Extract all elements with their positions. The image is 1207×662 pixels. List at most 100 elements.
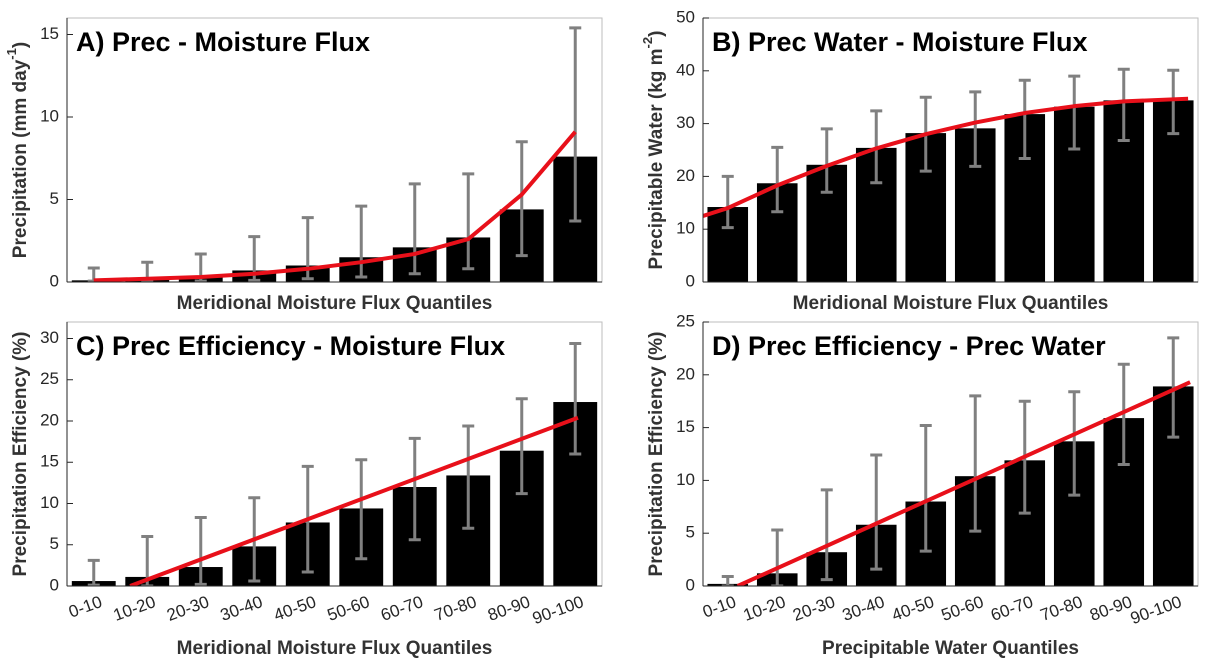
y-tick-label: 25 — [676, 311, 695, 330]
error-bar — [1167, 336, 1180, 439]
y-axis-label-part: Precipitation Efficiency (%) — [10, 332, 31, 577]
x-axis-label: Meridional Moisture Flux Quantiles — [793, 293, 1109, 314]
x-tick-label: 20-30 — [790, 592, 837, 625]
plot-area — [703, 67, 1194, 282]
plot-area — [707, 336, 1194, 586]
y-tick-label: 10 — [40, 106, 59, 125]
y-tick-label: 5 — [50, 534, 59, 553]
x-tick-label: 0-10 — [66, 592, 104, 621]
x-tick-label: 20-30 — [164, 592, 211, 625]
x-tick-label: 70-80 — [432, 592, 479, 625]
y-tick-label: 15 — [40, 452, 59, 471]
y-axis-label-part: Precipitation Efficiency (%) — [646, 332, 667, 577]
panel-title: D) Prec Efficiency - Prec Water — [712, 331, 1106, 361]
x-tick-label: 50-60 — [325, 592, 372, 625]
error-bar — [1117, 362, 1130, 467]
y-axis-label-part: Precipitable Water (kg m — [646, 48, 667, 269]
y-tick-label: 20 — [676, 364, 695, 383]
x-tick-label: 90-100 — [530, 592, 586, 628]
panel-title: B) Prec Water - Moisture Flux — [712, 27, 1088, 57]
y-tick-label: 5 — [686, 523, 695, 542]
x-tick-label: 0-10 — [700, 592, 738, 621]
error-bar — [721, 574, 734, 586]
y-tick-label: 0 — [686, 271, 695, 290]
panel: 0 10 20 30 40 50 Meridional Moisture Flux Quan… — [640, 7, 1199, 314]
y-axis-label: Precipitation Efficiency (%) — [10, 332, 31, 577]
error-bar — [408, 182, 421, 276]
error-bar — [1167, 68, 1180, 136]
y-tick-label: 10 — [676, 470, 695, 489]
error-bar — [1068, 74, 1081, 151]
y-tick-label: 0 — [686, 575, 695, 594]
x-tick-label: 80-90 — [485, 592, 532, 625]
error-bar — [462, 172, 475, 271]
y-axis-label-part: ) — [10, 42, 31, 48]
error-bar — [870, 453, 883, 571]
y-tick-label: 20 — [40, 410, 59, 429]
error-bar — [569, 26, 582, 223]
error-bar — [771, 145, 784, 214]
error-bar — [355, 204, 368, 279]
y-axis-label-superscript: -2 — [640, 37, 655, 49]
panel-title: C) Prec Efficiency - Moisture Flux — [76, 331, 505, 361]
fit-line — [93, 130, 577, 282]
y-tick-label: 25 — [40, 369, 59, 388]
y-tick-label: 20 — [676, 166, 695, 185]
error-bar — [569, 341, 582, 456]
x-tick-label: 30-40 — [840, 592, 887, 625]
error-bar — [194, 516, 207, 586]
y-tick-label: 30 — [40, 328, 59, 347]
error-bar — [919, 423, 932, 553]
y-tick-label: 50 — [676, 7, 695, 26]
x-tick-label: 40-50 — [271, 592, 318, 625]
x-tick-label: 10-20 — [741, 592, 788, 625]
x-axis-label: Meridional Moisture Flux Quantiles — [177, 638, 493, 659]
x-tick-label: 10-20 — [111, 592, 158, 625]
plot-area — [71, 341, 598, 586]
panel: 0 5 10 15 Meridional Moisture Flux Quantiles… — [4, 17, 603, 314]
x-tick-label: 30-40 — [218, 592, 265, 625]
y-tick-label: 40 — [676, 60, 695, 79]
x-tick-label: 50-60 — [939, 592, 986, 625]
x-tick-label: 70-80 — [1038, 592, 1085, 625]
x-tick-label: 60-70 — [378, 592, 425, 625]
fit-line — [703, 96, 1189, 218]
x-tick-label: 60-70 — [988, 592, 1035, 625]
error-bar — [515, 140, 528, 258]
y-tick-label: 10 — [676, 219, 695, 238]
error-bar — [355, 458, 368, 561]
error-bar — [462, 424, 475, 530]
y-tick-label: 30 — [676, 113, 695, 132]
x-tick-label: 90-100 — [1128, 592, 1184, 628]
error-bar — [969, 90, 982, 168]
error-bar — [820, 488, 833, 582]
y-tick-label: 15 — [676, 417, 695, 436]
y-axis-label-part: ) — [646, 31, 667, 37]
y-tick-label: 5 — [50, 189, 59, 208]
x-tick-label: 80-90 — [1087, 592, 1134, 625]
y-axis-label: Precipitation Efficiency (%) — [646, 332, 667, 577]
error-bar — [515, 397, 528, 496]
error-bar — [771, 528, 784, 586]
error-bar — [1117, 67, 1130, 142]
error-bar — [1018, 78, 1031, 160]
error-bar — [1068, 390, 1081, 497]
error-bar — [87, 558, 100, 586]
y-axis-label: Precipitable Water (kg m-2) — [640, 31, 667, 270]
x-tick-label: 40-50 — [889, 592, 936, 625]
y-tick-label: 0 — [50, 575, 59, 594]
error-bar — [820, 127, 833, 194]
fit-line — [129, 415, 579, 586]
fit-line — [736, 380, 1191, 586]
error-bar — [408, 436, 421, 542]
y-tick-label: 15 — [40, 24, 59, 43]
error-bar — [969, 394, 982, 533]
error-bar — [721, 174, 734, 230]
y-axis-label-superscript: -1 — [4, 48, 19, 60]
y-tick-label: 10 — [40, 493, 59, 512]
x-axis-label: Precipitable Water Quantiles — [822, 638, 1079, 659]
y-axis-label: Precipitation (mm day-1) — [4, 42, 31, 258]
y-tick-label: 0 — [50, 271, 59, 290]
panel: 0 5 10 15 20 25 30 0-10 10-20 20-30 30-40 40-50 50-6… — [10, 321, 603, 659]
